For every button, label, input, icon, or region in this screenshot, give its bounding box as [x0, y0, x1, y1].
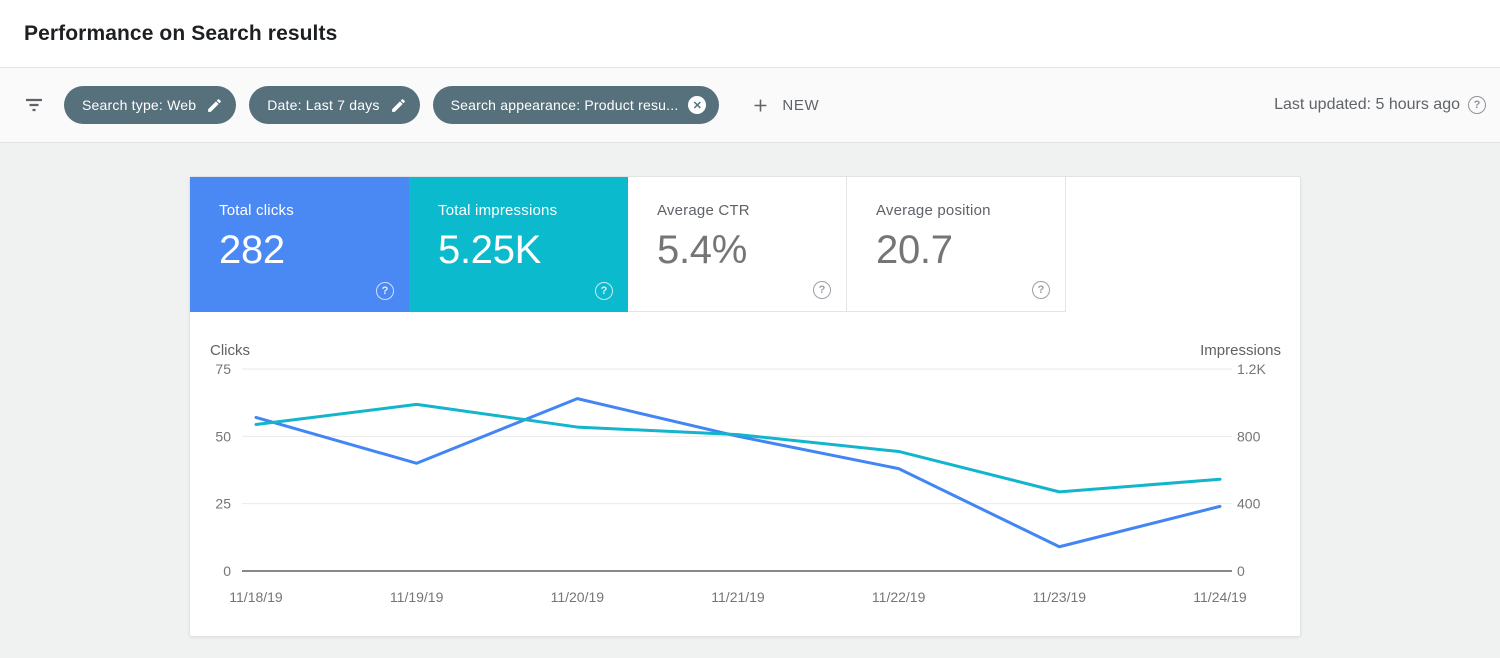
- new-filter-button[interactable]: NEW: [747, 90, 823, 121]
- new-filter-label: NEW: [782, 96, 820, 114]
- metric-value: 282: [219, 228, 285, 272]
- metric-label: Total impressions: [438, 202, 558, 219]
- help-icon[interactable]: ?: [813, 281, 831, 299]
- right-axis-tick: 1.2K: [1237, 361, 1266, 377]
- remove-filter-icon[interactable]: ✕: [688, 96, 707, 114]
- metric-value: 5.4%: [657, 228, 747, 272]
- last-updated: Last updated: 5 hours ago ?: [1274, 96, 1486, 114]
- x-axis-date-label: 11/20/19: [551, 589, 605, 605]
- metric-card-total-clicks[interactable]: Total clicks 282 ?: [190, 177, 409, 312]
- right-axis-tick: 400: [1237, 496, 1261, 512]
- chip-search-appearance[interactable]: Search appearance: Product resu... ✕: [432, 86, 720, 124]
- help-icon[interactable]: ?: [376, 282, 394, 300]
- chip-search-appearance-label: Search appearance: Product resu...: [450, 97, 679, 113]
- x-axis-date-label: 11/22/19: [872, 589, 926, 605]
- edit-pencil-icon[interactable]: [206, 97, 223, 114]
- filter-chips: Search type: Web Date: Last 7 days Searc…: [64, 86, 720, 124]
- metric-value: 20.7: [876, 228, 953, 272]
- edit-pencil-icon[interactable]: [390, 97, 407, 114]
- x-axis-date-label: 11/18/19: [229, 589, 283, 605]
- x-axis-date-label: 11/21/19: [711, 589, 765, 605]
- metric-card-average-position[interactable]: Average position 20.7 ?: [847, 177, 1066, 312]
- metric-card-average-ctr[interactable]: Average CTR 5.4% ?: [628, 177, 847, 312]
- impressions-line: [254, 402, 1222, 494]
- x-axis-date-label: 11/23/19: [1033, 589, 1087, 605]
- x-axis-date-label: 11/19/19: [390, 589, 444, 605]
- page-title: Performance on Search results: [24, 21, 338, 45]
- performance-chart-svg[interactable]: Clicks Impressions 75 50 25 0 1.2K 800 400 0 11/18…: [190, 312, 1300, 636]
- chip-date-range[interactable]: Date: Last 7 days: [249, 86, 420, 124]
- right-axis-title: Impressions: [1200, 342, 1281, 359]
- metric-label: Average CTR: [657, 202, 750, 219]
- metric-label: Total clicks: [219, 202, 294, 219]
- help-icon[interactable]: ?: [1468, 96, 1486, 114]
- chart-area[interactable]: Clicks Impressions 75 50 25 0 1.2K 800 400 0 11/18…: [190, 312, 1300, 636]
- last-updated-text: Last updated: 5 hours ago: [1274, 96, 1460, 113]
- chip-search-type[interactable]: Search type: Web: [64, 86, 237, 124]
- filter-list-icon-glyph: [26, 98, 42, 112]
- help-icon[interactable]: ?: [595, 282, 613, 300]
- metric-value: 5.25K: [438, 228, 542, 272]
- filter-bar: Search type: Web Date: Last 7 days Searc…: [0, 68, 1500, 143]
- filter-list-icon[interactable]: [20, 91, 48, 119]
- metric-cards-row: Total clicks 282 ? Total impressions 5.2…: [190, 177, 1300, 312]
- plus-icon: [754, 99, 767, 111]
- right-axis-tick: 800: [1237, 428, 1261, 444]
- metric-label: Average position: [876, 202, 991, 219]
- left-axis-title: Clicks: [210, 342, 250, 359]
- chip-date-range-label: Date: Last 7 days: [267, 97, 380, 113]
- chip-search-type-label: Search type: Web: [82, 97, 197, 113]
- left-axis-tick: 0: [223, 563, 231, 579]
- left-axis-tick: 50: [215, 428, 231, 444]
- left-axis-tick: 25: [215, 496, 231, 512]
- help-icon[interactable]: ?: [1032, 281, 1050, 299]
- clicks-line: [254, 397, 1222, 549]
- performance-panel: Total clicks 282 ? Total impressions 5.2…: [190, 177, 1300, 636]
- left-axis-tick: 75: [215, 361, 231, 377]
- app-header: Performance on Search results: [0, 0, 1500, 68]
- right-axis-tick: 0: [1237, 563, 1245, 579]
- metric-card-total-impressions[interactable]: Total impressions 5.25K ?: [409, 177, 628, 312]
- x-axis-date-label: 11/24/19: [1193, 589, 1247, 605]
